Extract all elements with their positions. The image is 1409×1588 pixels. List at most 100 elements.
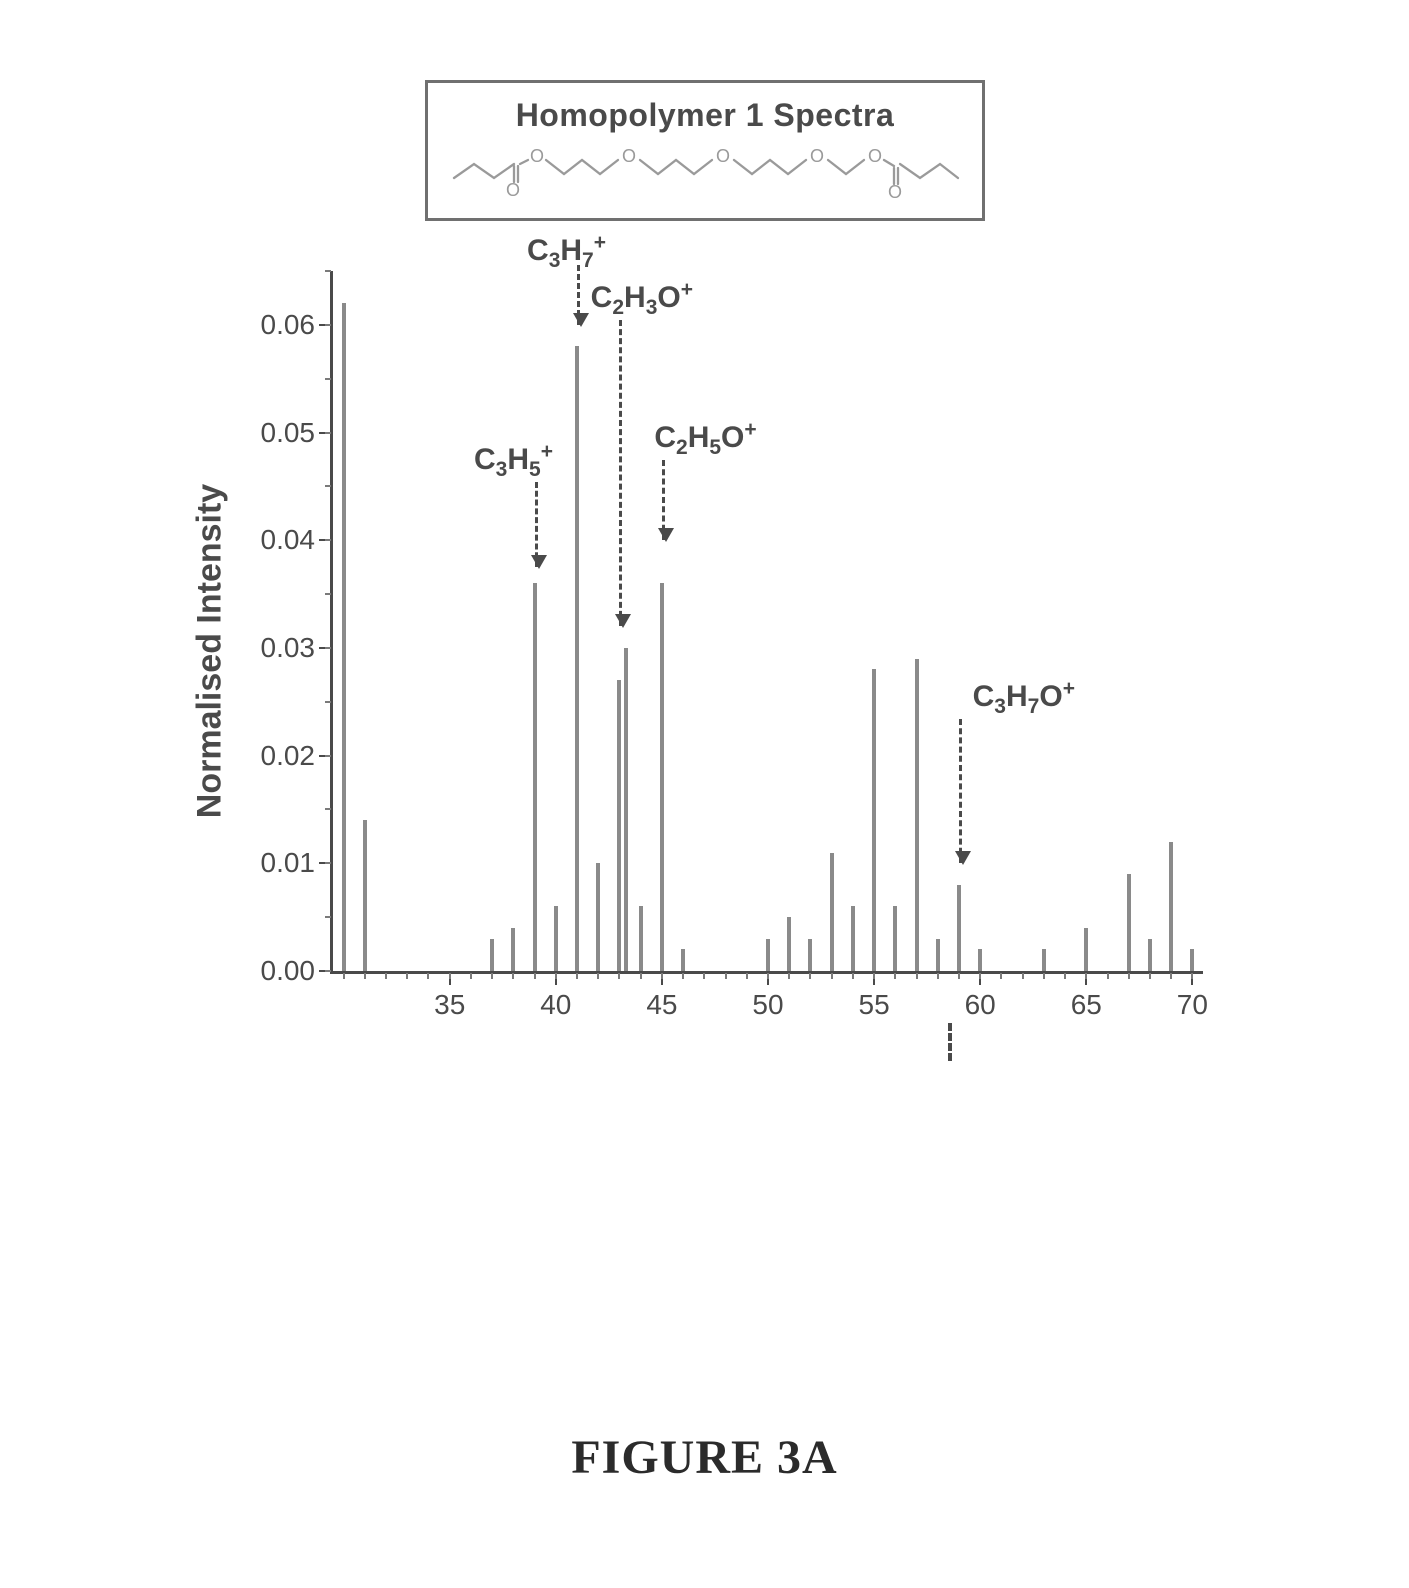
spectrum-bar [681, 949, 685, 971]
spectrum-bar [957, 885, 961, 971]
y-tick-label: 0.03 [261, 632, 316, 664]
y-tick-label: 0.04 [261, 524, 316, 556]
legend-box: Homopolymer 1 Spectra O O O [425, 80, 985, 221]
x-minor-tick [1107, 973, 1109, 979]
peak-arrow [577, 265, 580, 325]
x-tick-label: 35 [434, 989, 465, 1021]
x-minor-tick [470, 973, 472, 979]
svg-text:O: O [868, 146, 882, 166]
x-minor-tick [703, 973, 705, 979]
x-minor-tick [618, 973, 620, 979]
x-minor-tick [406, 973, 408, 979]
x-minor-tick [831, 973, 833, 979]
spectrum-bar [915, 659, 919, 971]
x-minor-tick [385, 973, 387, 979]
spectrum-bar [575, 346, 579, 971]
y-minor-tick [325, 862, 331, 864]
svg-text:O: O [622, 146, 636, 166]
spectrum-bar [1148, 939, 1152, 971]
y-tick-label: 0.05 [261, 417, 316, 449]
x-minor-tick [788, 973, 790, 979]
spectrum-bar [617, 680, 621, 971]
y-tick-label: 0.06 [261, 309, 316, 341]
x-minor-tick [555, 973, 557, 979]
x-minor-tick [534, 973, 536, 979]
x-minor-tick [979, 973, 981, 979]
peak-label: C3H7O+ [973, 677, 1075, 719]
y-minor-tick [325, 485, 331, 487]
peak-arrow [959, 719, 962, 864]
x-minor-tick [1064, 973, 1066, 979]
x-minor-tick [640, 973, 642, 979]
plot-area: 0.000.010.020.030.040.050.06354045505560… [330, 271, 1203, 974]
svg-text:O: O [530, 146, 544, 166]
x-minor-tick [1149, 973, 1151, 979]
spectrum-bar [554, 906, 558, 971]
svg-text:O: O [888, 182, 902, 200]
x-minor-tick [767, 973, 769, 979]
spectrum-bar [936, 939, 940, 971]
y-tick-label: 0.00 [261, 955, 316, 987]
x-minor-tick [661, 973, 663, 979]
spectrum-bar [1169, 842, 1173, 971]
x-minor-tick [491, 973, 493, 979]
x-minor-tick [597, 973, 599, 979]
x-minor-tick [1128, 973, 1130, 979]
x-minor-tick [894, 973, 896, 979]
x-minor-tick [937, 973, 939, 979]
y-minor-tick [325, 647, 331, 649]
y-minor-tick [325, 808, 331, 810]
spectrum-bar [787, 917, 791, 971]
spectrum-bar [533, 583, 537, 971]
y-minor-tick [325, 378, 331, 380]
svg-text:O: O [716, 146, 730, 166]
y-tick-label: 0.01 [261, 847, 316, 879]
x-minor-tick [852, 973, 854, 979]
x-minor-tick [958, 973, 960, 979]
y-axis-title: Normalised Intensity [191, 484, 230, 818]
spectrum-bar [596, 863, 600, 971]
peak-arrow [535, 482, 538, 568]
x-minor-tick [916, 973, 918, 979]
spectrum-bar [511, 928, 515, 971]
x-minor-tick [1170, 973, 1172, 979]
x-tick-label: 40 [540, 989, 571, 1021]
y-minor-tick [325, 701, 331, 703]
x-tick-label: 55 [859, 989, 890, 1021]
x-tick-label: 70 [1177, 989, 1208, 1021]
x-minor-tick [725, 973, 727, 979]
peak-label: C3H7+ [527, 231, 606, 273]
y-minor-tick [325, 270, 331, 272]
svg-text:O: O [810, 146, 824, 166]
spectrum-bar [1084, 928, 1088, 971]
x-minor-tick [809, 973, 811, 979]
below-axis-marker [948, 1023, 952, 1061]
legend-structure-diagram: O O O O O O [446, 140, 964, 200]
x-minor-tick [1022, 973, 1024, 979]
x-minor-tick [427, 973, 429, 979]
y-minor-tick [325, 324, 331, 326]
x-minor-tick [364, 973, 366, 979]
x-minor-tick [512, 973, 514, 979]
spectrum-bar [1190, 949, 1194, 971]
x-tick-label: 65 [1071, 989, 1102, 1021]
x-minor-tick [343, 973, 345, 979]
spectrum-bar [1127, 874, 1131, 971]
spectrum-chart: 0.000.010.020.030.040.050.06354045505560… [330, 271, 1200, 1031]
x-minor-tick [682, 973, 684, 979]
spectrum-bar [1042, 949, 1046, 971]
y-minor-tick [325, 539, 331, 541]
peak-label: C3H5+ [474, 440, 553, 482]
spectrum-bar [490, 939, 494, 971]
figure-wrapper: Homopolymer 1 Spectra O O O [180, 80, 1230, 1031]
y-minor-tick [325, 970, 331, 972]
x-minor-tick [1043, 973, 1045, 979]
x-minor-tick [1085, 973, 1087, 979]
x-minor-tick [873, 973, 875, 979]
x-minor-tick [449, 973, 451, 979]
x-minor-tick [1000, 973, 1002, 979]
peak-arrow [662, 460, 665, 540]
spectrum-bar [893, 906, 897, 971]
peak-label: C2H3O+ [591, 278, 693, 320]
spectrum-bar [808, 939, 812, 971]
